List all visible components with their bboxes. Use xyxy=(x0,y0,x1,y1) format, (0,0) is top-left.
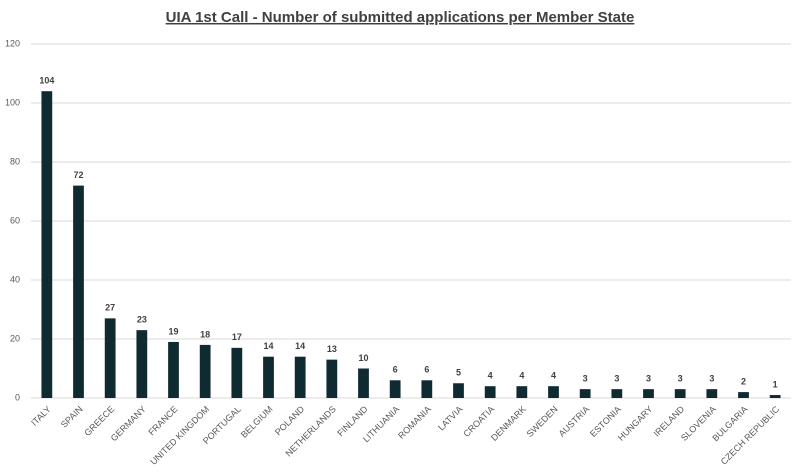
y-tick-label: 80 xyxy=(10,156,20,166)
value-label: 4 xyxy=(551,371,556,381)
value-label: 6 xyxy=(424,365,429,375)
x-tick-label: LATVIA xyxy=(436,404,465,433)
y-tick-label: 60 xyxy=(10,215,20,225)
bar xyxy=(548,386,559,398)
bar xyxy=(484,386,496,398)
x-tick-label: SWEDEN xyxy=(525,404,560,439)
value-label: 19 xyxy=(168,326,178,336)
bar xyxy=(199,344,211,398)
y-tick-label: 120 xyxy=(5,38,20,48)
bar xyxy=(294,356,306,398)
bar xyxy=(579,389,591,398)
bar xyxy=(326,359,338,398)
x-tick-label: ITALY xyxy=(29,404,53,428)
bar xyxy=(41,91,53,398)
bar xyxy=(358,368,369,398)
value-label: 3 xyxy=(614,374,619,384)
x-tick-label: BELGIUM xyxy=(239,404,275,440)
value-label: 3 xyxy=(709,374,714,384)
value-label: 72 xyxy=(73,170,83,180)
bar xyxy=(769,395,781,398)
bar xyxy=(263,356,274,398)
value-label: 5 xyxy=(456,368,461,378)
y-tick-label: 100 xyxy=(5,97,20,107)
value-label: 14 xyxy=(263,341,273,351)
x-tick-label: SPAIN xyxy=(59,404,85,430)
value-label: 3 xyxy=(678,374,683,384)
value-label: 18 xyxy=(200,329,210,339)
y-tick-label: 0 xyxy=(15,392,20,402)
x-tick-label: CZECH REPUBLIC xyxy=(719,404,782,467)
bar xyxy=(453,383,464,398)
x-tick-label: ROMANIA xyxy=(396,404,433,441)
value-label: 14 xyxy=(295,341,305,351)
bar xyxy=(421,380,433,398)
bar xyxy=(706,389,718,398)
value-label: 13 xyxy=(327,344,337,354)
bar xyxy=(104,318,116,398)
value-label: 4 xyxy=(488,371,493,381)
x-tick-label: UNITED KINGDOM xyxy=(148,404,211,467)
value-label: 6 xyxy=(393,365,398,375)
bar xyxy=(389,380,401,398)
value-label: 17 xyxy=(232,332,242,342)
bar xyxy=(168,341,179,398)
value-label: 3 xyxy=(583,374,588,384)
value-label: 27 xyxy=(105,303,115,313)
bar xyxy=(674,389,686,398)
y-tick-label: 40 xyxy=(10,274,20,284)
bar xyxy=(643,389,654,398)
bar xyxy=(738,392,749,398)
bar xyxy=(136,330,148,398)
bar xyxy=(231,347,243,398)
value-label: 23 xyxy=(137,315,147,325)
bar xyxy=(516,386,528,398)
value-label: 3 xyxy=(646,374,651,384)
value-label: 2 xyxy=(741,376,746,386)
value-label: 4 xyxy=(519,371,524,381)
bar xyxy=(73,185,84,398)
x-tick-label: AUSTRIA xyxy=(557,404,592,439)
value-label: 1 xyxy=(773,379,778,389)
value-label: 10 xyxy=(358,353,368,363)
value-label: 104 xyxy=(39,76,54,86)
bar xyxy=(611,389,623,398)
chart-title: UIA 1st Call - Number of submitted appli… xyxy=(166,9,635,26)
y-tick-label: 20 xyxy=(10,333,20,343)
